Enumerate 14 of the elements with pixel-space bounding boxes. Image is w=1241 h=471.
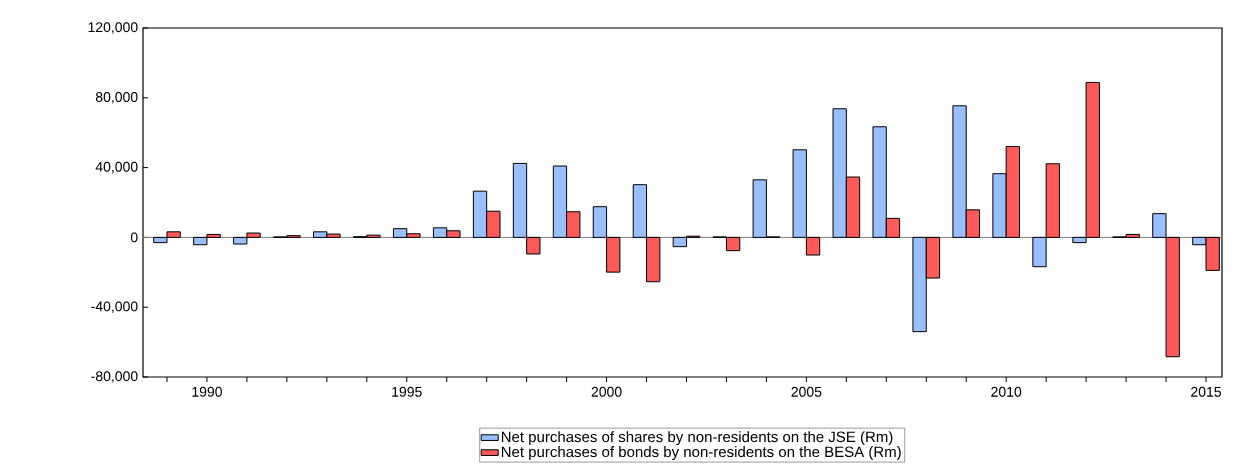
x-tick-label: 1990	[192, 386, 222, 397]
x-tick-label: 2010	[991, 386, 1022, 397]
y-tick-label: 120,000	[88, 22, 138, 34]
y-tick-label: 40,000	[95, 161, 138, 174]
x-tick-label: 2000	[591, 386, 622, 397]
x-tick-label: 2005	[791, 386, 822, 397]
x-tick-label: 1995	[392, 386, 422, 397]
x-tick-label: 2015	[1191, 386, 1221, 397]
y-tick-label: 80,000	[95, 92, 138, 104]
legend-label: Net purchases of bonds by non-residents on the BESA (Rm)	[501, 446, 901, 461]
y-tick-label: -40,000	[91, 301, 138, 313]
legend-label: Net purchases of shares by non-residents on the JSE (Rm)	[501, 431, 893, 446]
y-tick-label: 0	[130, 232, 138, 243]
y-tick-label: -80,000	[91, 371, 138, 383]
